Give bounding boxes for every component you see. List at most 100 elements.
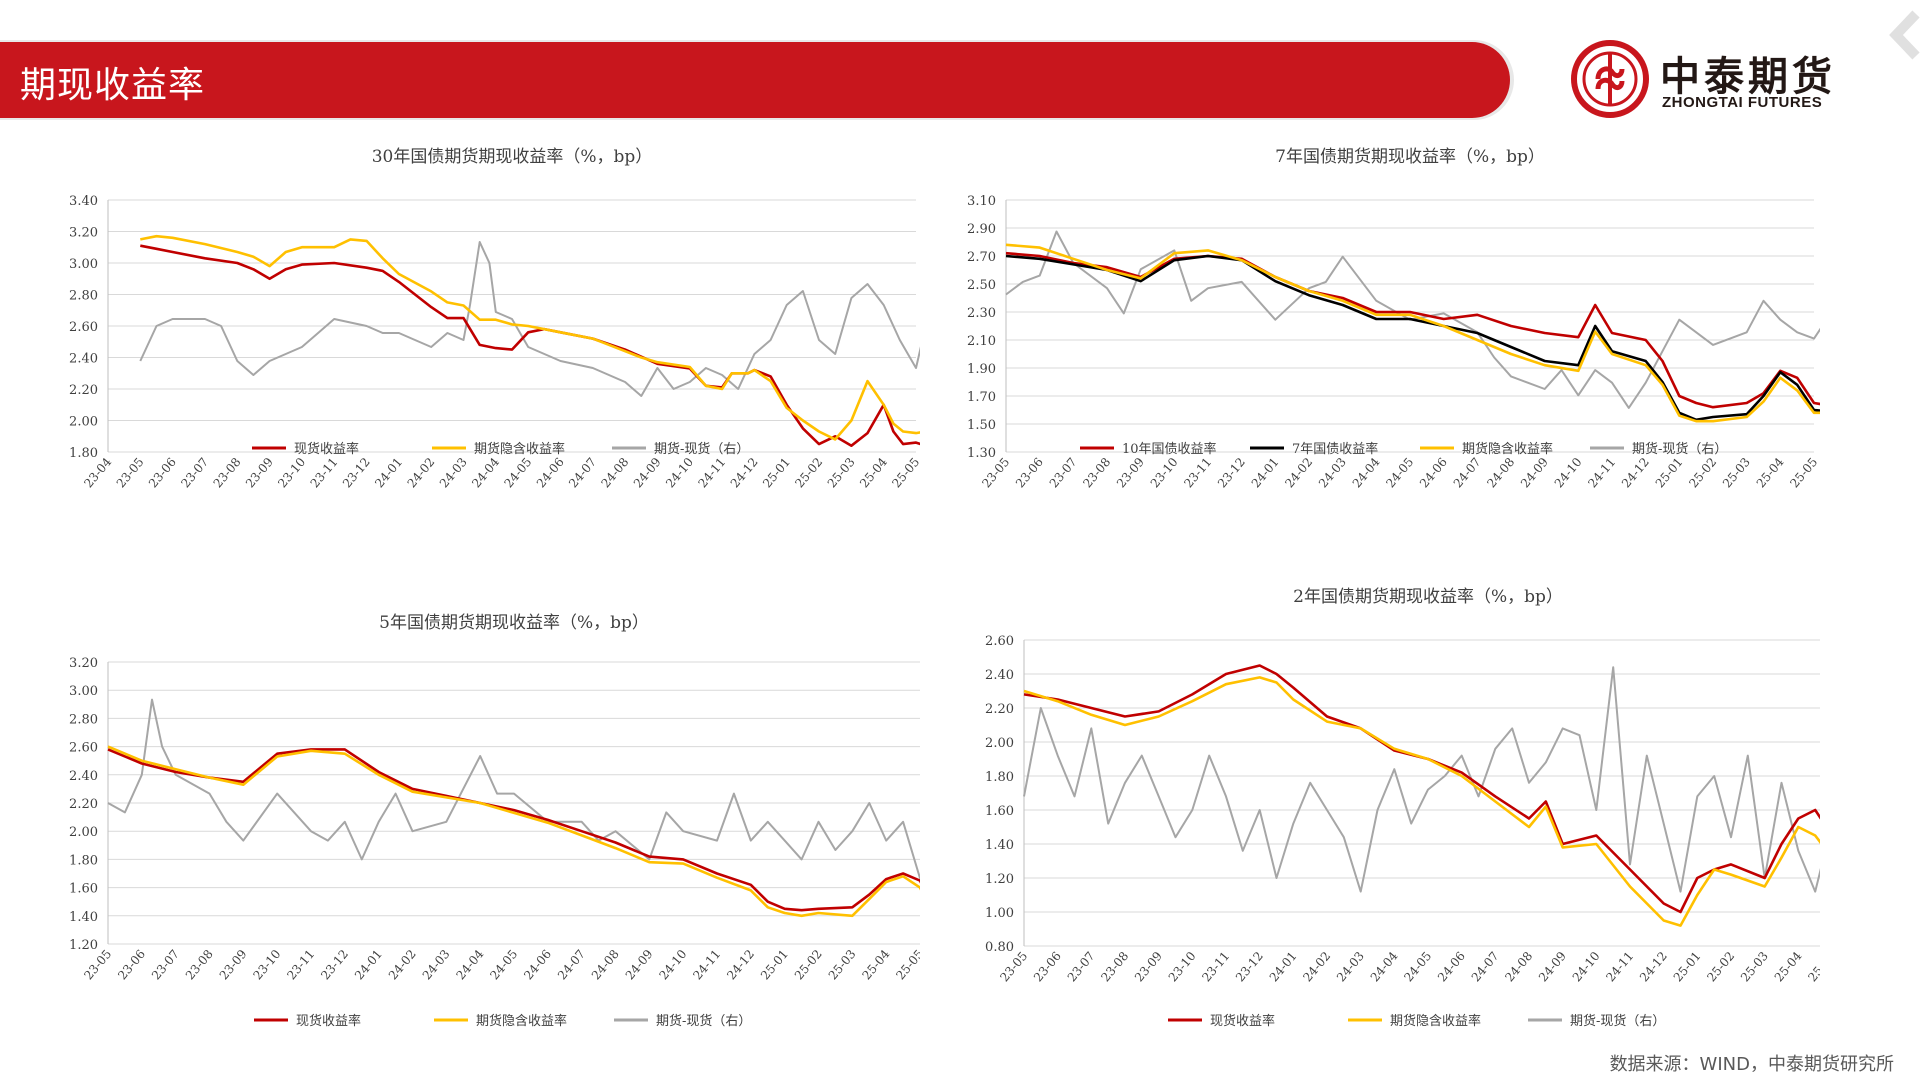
x-tick-label: 23-06 <box>146 455 179 490</box>
x-tick-label: 24-10 <box>1552 455 1585 490</box>
x-tick-label: 24-03 <box>420 947 453 982</box>
chart-title: 7年国债期货期现收益率（%，bp） <box>1275 147 1545 167</box>
x-tick-label: 25-02 <box>1704 949 1737 984</box>
x-tick-label: 25-05 <box>889 455 920 490</box>
x-tick-label: 25-02 <box>792 947 825 982</box>
y-tick-label: 2.00 <box>69 415 98 430</box>
chart-30y-svg: 30年国债期货期现收益率（%，bp） 1.80 2.00 2.20 2.40 2.60 2.… <box>69 147 920 491</box>
y-tick-label: 2.40 <box>69 352 98 367</box>
x-tick-label: 24-06 <box>1435 949 1468 984</box>
legend-label: 期货-现货（右） <box>1632 441 1727 457</box>
data-source-note: 数据来源：WIND，中泰期货研究所 <box>1609 1054 1894 1075</box>
x-tick-label: 24-04 <box>1368 949 1401 985</box>
x-tick-label: 23-09 <box>1132 949 1165 984</box>
y-tick-label: 2.90 <box>967 222 996 237</box>
x-tick-label: 23-12 <box>318 947 351 982</box>
y-tick-label: 2.20 <box>985 702 1014 717</box>
series-line <box>139 241 920 397</box>
x-tick-label: 24-11 <box>690 947 723 982</box>
x-tick-label: 24-08 <box>589 947 622 982</box>
x-tick-label: 24-12 <box>728 455 761 490</box>
chart-2y: 2年国债期货期现收益率（%，bp） 0.80 1.00 1.20 1.40 1.60 1.8… <box>940 580 1820 1040</box>
x-tick-label: 25-05 <box>1805 949 1820 984</box>
series-line <box>140 234 920 441</box>
legend-label: 现货收益率 <box>1210 1013 1275 1029</box>
chart-title: 5年国债期货期现收益率（%，bp） <box>379 613 649 633</box>
y-tick-label: 2.50 <box>967 278 996 293</box>
series-line <box>1023 664 1820 914</box>
x-tick-label: 23-08 <box>183 947 216 982</box>
x-tick-label: 23-11 <box>308 455 341 490</box>
x-tick-label: 25-02 <box>1686 455 1719 490</box>
y-tick-label: 1.50 <box>967 418 996 433</box>
y-tick-label: 3.20 <box>69 226 98 241</box>
legend-label: 10年国债收益率 <box>1122 441 1217 457</box>
x-tick-label: 25-03 <box>825 455 858 490</box>
x-tick-label: 25-02 <box>792 455 825 490</box>
x-tick-label: 23-07 <box>1065 949 1098 984</box>
x-tick-label: 24-07 <box>566 455 599 490</box>
y-tick-label: 2.80 <box>69 289 98 304</box>
x-tick-label: 24-09 <box>623 947 656 982</box>
x-tick-label: 23-11 <box>1181 455 1214 490</box>
x-tick-label: 24-10 <box>657 947 690 982</box>
x-tick-label: 23-08 <box>1098 949 1131 984</box>
legend-label: 期货-现货（右） <box>656 1013 751 1029</box>
y-tick-label: 3.00 <box>69 257 98 272</box>
y-tick-label: 1.20 <box>69 938 98 953</box>
y-tick-label: 1.30 <box>967 446 996 461</box>
x-tick-label: 23-08 <box>211 455 244 490</box>
x-tick-label: 24-10 <box>663 455 696 490</box>
page-title: 期现收益率 <box>20 65 206 106</box>
legend-label: 7年国债收益率 <box>1292 441 1378 457</box>
chart-title: 2年国债期货期现收益率（%，bp） <box>1293 587 1563 607</box>
x-tick-label: 24-01 <box>1267 949 1300 984</box>
series-line <box>1023 666 1820 893</box>
legend-label: 期货-现货（右） <box>1570 1013 1665 1029</box>
y-tick-label: 2.80 <box>69 712 98 727</box>
y-tick-label: 1.80 <box>69 853 98 868</box>
x-tick-label: 24-11 <box>695 455 728 490</box>
x-tick-label: 24-11 <box>1585 455 1618 490</box>
x-tick-label: 25-03 <box>826 947 859 982</box>
chart-30y: 30年国债期货期现收益率（%，bp） 1.80 2.00 2.20 2.40 2.60 2.… <box>40 140 920 570</box>
y-tick-label: 2.10 <box>967 334 996 349</box>
x-tick-label: 24-05 <box>487 947 520 982</box>
x-tick-label: 23-12 <box>1233 949 1266 984</box>
x-tick-label: 24-12 <box>1637 949 1670 984</box>
y-tick-label: 2.60 <box>69 741 98 756</box>
y-tick-label: 2.40 <box>69 769 98 784</box>
x-tick-label: 24-04 <box>1350 455 1383 491</box>
y-tick-label: 2.40 <box>985 668 1014 683</box>
x-tick-label: 24-01 <box>352 947 385 982</box>
logo-name-cn: 中泰期货 <box>1660 54 1836 100</box>
legend-label: 期货隐含收益率 <box>1462 441 1553 457</box>
x-tick-label: 23-06 <box>1013 455 1046 490</box>
y-tick-label: 3.40 <box>69 194 98 209</box>
x-tick-label: 24-08 <box>1484 455 1517 490</box>
x-tick-label: 23-09 <box>217 947 250 982</box>
series-line <box>1023 676 1820 927</box>
legend-label: 期货隐含收益率 <box>474 441 565 457</box>
x-tick-label: 24-02 <box>1300 949 1333 984</box>
x-tick-label: 23-06 <box>115 947 148 982</box>
corner-chevron-icon <box>1889 10 1920 60</box>
x-tick-label: 24-06 <box>521 947 554 982</box>
x-tick-label: 25-01 <box>1653 455 1686 490</box>
x-tick-label: 23-09 <box>1114 455 1147 490</box>
x-tick-label: 24-04 <box>469 455 502 491</box>
chart-5y-svg: 5年国债期货期现收益率（%，bp） 1.20 1.40 1.60 1.80 2.00 2.2… <box>69 613 920 1029</box>
series-line <box>1005 254 1820 422</box>
chart-7y: 7年国债期货期现收益率（%，bp） 1.30 1.50 1.70 1.90 2.10 2.3… <box>940 140 1820 570</box>
y-tick-label: 1.80 <box>69 446 98 461</box>
series-line <box>140 244 920 448</box>
x-tick-label: 24-03 <box>437 455 470 490</box>
legend-label: 期货隐含收益率 <box>476 1013 567 1029</box>
x-tick-label: 24-02 <box>1282 455 1315 490</box>
x-tick-label: 24-04 <box>454 947 487 983</box>
x-tick-label: 23-10 <box>1148 455 1181 490</box>
y-tick-label: 2.30 <box>967 306 996 321</box>
x-tick-label: 24-08 <box>598 455 631 490</box>
x-tick-label: 23-09 <box>243 455 276 490</box>
x-tick-label: 25-04 <box>1772 949 1805 985</box>
